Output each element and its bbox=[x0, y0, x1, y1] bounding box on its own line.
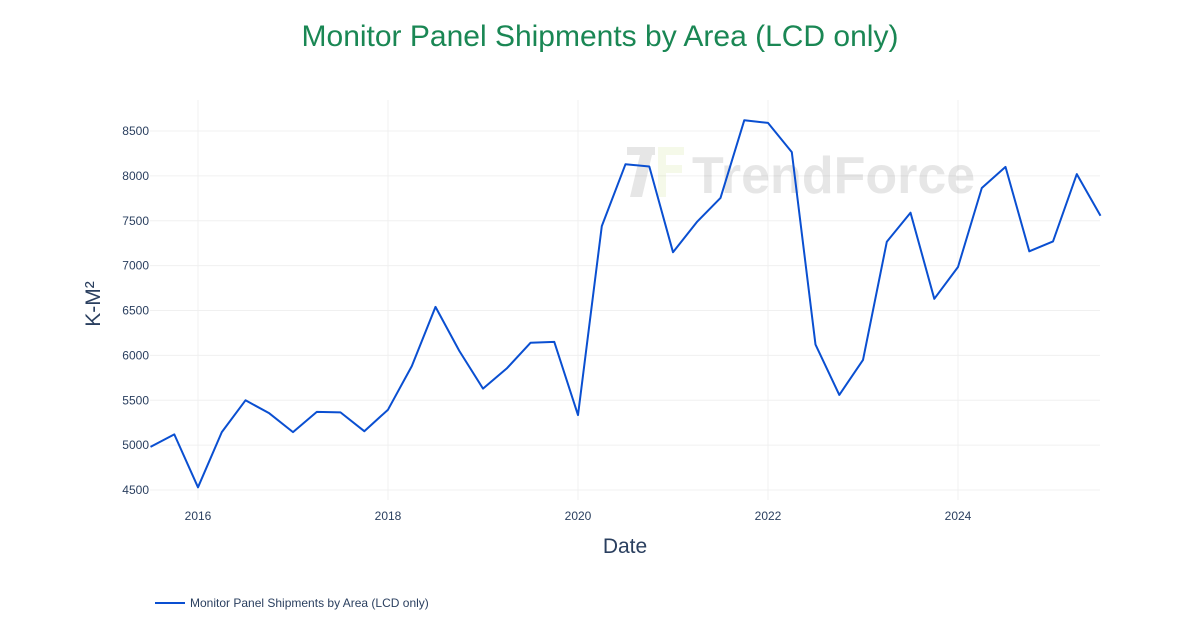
svg-text:5500: 5500 bbox=[122, 393, 149, 407]
legend[interactable]: Monitor Panel Shipments by Area (LCD onl… bbox=[155, 596, 429, 610]
svg-text:8500: 8500 bbox=[122, 124, 149, 138]
legend-line-swatch bbox=[155, 602, 185, 604]
svg-text:7500: 7500 bbox=[122, 214, 149, 228]
svg-text:6500: 6500 bbox=[122, 304, 149, 318]
data-line bbox=[150, 119, 1102, 489]
chart-title: Monitor Panel Shipments by Area (LCD onl… bbox=[301, 20, 899, 53]
svg-text:2020: 2020 bbox=[565, 509, 592, 523]
svg-text:2016: 2016 bbox=[185, 509, 212, 523]
y-axis-ticks: 4500 5000 5500 6000 6500 7000 7500 8000 8500 bbox=[122, 124, 149, 497]
y-axis-label: K-M² bbox=[82, 281, 105, 327]
svg-text:5000: 5000 bbox=[122, 438, 149, 452]
svg-text:8000: 8000 bbox=[122, 169, 149, 183]
svg-text:4500: 4500 bbox=[122, 483, 149, 497]
svg-text:TrendForce: TrendForce bbox=[692, 147, 975, 205]
x-axis-label: Date bbox=[603, 535, 647, 558]
svg-text:7000: 7000 bbox=[122, 259, 149, 273]
svg-text:2024: 2024 bbox=[945, 509, 972, 523]
svg-text:6000: 6000 bbox=[122, 348, 149, 362]
trendforce-watermark: TrendForce bbox=[627, 147, 975, 205]
legend-label: Monitor Panel Shipments by Area (LCD onl… bbox=[190, 596, 429, 610]
x-axis-ticks: 2016 2018 2020 2022 2024 bbox=[185, 509, 972, 523]
svg-text:2018: 2018 bbox=[375, 509, 402, 523]
svg-text:2022: 2022 bbox=[755, 509, 782, 523]
gridlines bbox=[150, 100, 1100, 500]
